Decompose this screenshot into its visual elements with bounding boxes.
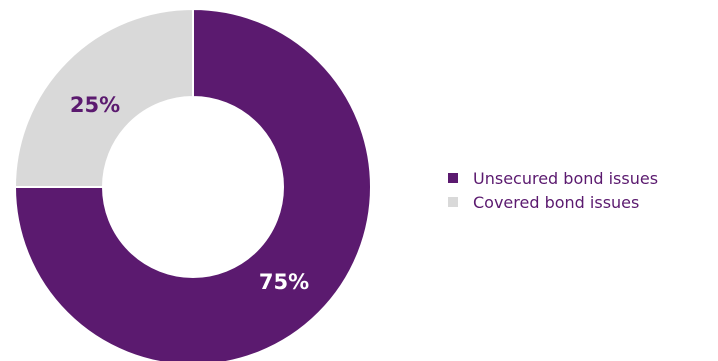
legend-swatch-covered	[448, 197, 458, 207]
legend-label-unsecured: Unsecured bond issues	[473, 168, 659, 188]
legend-item-unsecured: Unsecured bond issues	[448, 166, 658, 190]
legend-item-covered: Covered bond issues	[448, 190, 658, 214]
slice-label-unsecured: 75%	[259, 270, 309, 294]
legend-label-covered: Covered bond issues	[473, 192, 640, 212]
chart-legend: Unsecured bond issues Covered bond issue…	[448, 166, 658, 214]
donut-slice-covered	[13, 7, 194, 188]
donut-slice-unsecured	[13, 7, 372, 361]
legend-swatch-unsecured	[448, 173, 458, 183]
slice-label-covered: 25%	[70, 93, 120, 117]
